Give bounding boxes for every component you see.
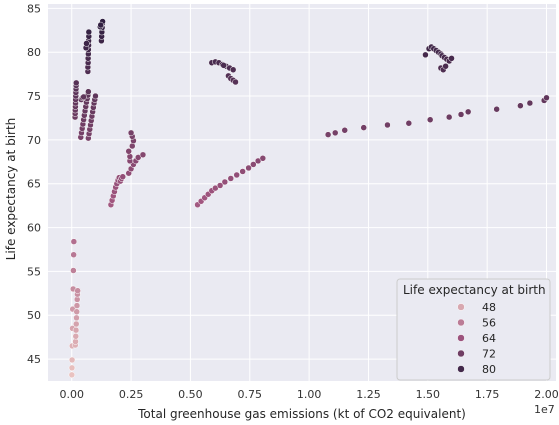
y-tick-label: 45 <box>27 353 41 366</box>
data-point <box>85 88 92 95</box>
legend-marker <box>457 349 465 358</box>
x-tick-label: 1.50 <box>416 388 441 401</box>
y-tick-label: 65 <box>27 178 41 191</box>
data-point <box>73 314 80 322</box>
x-tick-label: 0.25 <box>119 388 144 401</box>
data-point <box>341 127 348 134</box>
legend-marker <box>457 303 465 311</box>
data-point <box>331 129 339 137</box>
legend: Life expectancy at birth 48 56 64 72 80 <box>396 278 551 381</box>
data-point <box>227 175 235 182</box>
data-point <box>139 151 147 159</box>
data-point <box>543 94 550 102</box>
x-tick-label: 0.75 <box>238 388 263 401</box>
y-axis-label: Life expectancy at birth <box>4 118 18 261</box>
data-point <box>232 78 239 86</box>
data-point <box>83 40 90 47</box>
legend-entry: 80 <box>457 363 496 376</box>
data-point <box>129 142 136 150</box>
data-point <box>422 51 429 59</box>
data-point <box>73 308 80 315</box>
data-point <box>97 21 104 29</box>
data-point <box>92 92 99 100</box>
data-point <box>72 320 80 328</box>
data-point <box>239 168 246 175</box>
legend-marker <box>457 318 465 327</box>
data-point <box>74 287 81 294</box>
data-point <box>324 131 332 138</box>
data-point <box>464 108 472 116</box>
x-tick-label: 1.00 <box>297 388 322 401</box>
legend-marker <box>457 334 465 342</box>
data-point <box>448 55 455 62</box>
x-tick-label: 0.50 <box>178 388 203 401</box>
legend-box <box>396 278 551 381</box>
data-point <box>426 116 434 123</box>
data-point <box>73 302 81 309</box>
y-tick-label: 60 <box>27 222 41 235</box>
legend-label: 56 <box>482 317 496 330</box>
data-point <box>72 326 80 334</box>
legend-entry: 48 <box>457 301 496 314</box>
legend-title: Life expectancy at birth <box>403 283 546 297</box>
legend-entry: 64 <box>457 332 496 345</box>
legend-marker <box>457 365 465 373</box>
data-points <box>68 18 550 379</box>
x-tick-label: 1.25 <box>356 388 381 401</box>
data-point <box>445 113 453 121</box>
x-tick-label: 1.75 <box>475 388 500 401</box>
data-point <box>457 111 465 118</box>
y-tick-labels: 45 50 55 60 65 70 75 80 85 <box>27 2 41 366</box>
data-point <box>221 178 229 186</box>
data-point <box>68 364 76 372</box>
x-tick-label: 2.00 <box>534 388 559 401</box>
y-tick-label: 70 <box>27 134 41 147</box>
data-point <box>360 124 367 131</box>
data-point <box>70 251 77 258</box>
legend-label: 72 <box>482 348 496 361</box>
data-point <box>493 105 500 113</box>
x-tick-labels: 0.00 0.25 0.50 0.75 1.00 1.25 1.50 1.75 2.00 <box>59 388 558 401</box>
data-point <box>517 102 524 109</box>
data-point <box>127 129 135 137</box>
data-point <box>233 171 240 179</box>
data-point <box>245 164 252 172</box>
data-point <box>72 79 80 87</box>
y-tick-label: 75 <box>27 90 41 103</box>
legend-entries: 48 56 64 72 80 <box>457 301 496 376</box>
data-point <box>68 356 76 364</box>
legend-entry: 72 <box>457 348 496 361</box>
y-tick-label: 55 <box>27 265 41 278</box>
x-axis-label: Total greenhouse gas emissions (kt of CO… <box>137 407 466 421</box>
legend-label: 64 <box>482 332 496 345</box>
data-point <box>85 28 93 36</box>
data-point <box>72 333 80 340</box>
data-point <box>216 182 224 189</box>
y-tick-label: 80 <box>27 46 41 59</box>
legend-entry: 56 <box>457 317 496 330</box>
data-point <box>442 62 449 70</box>
data-point <box>384 121 391 129</box>
legend-label: 48 <box>482 301 496 314</box>
data-point <box>70 267 77 274</box>
data-point <box>119 173 127 180</box>
data-point <box>526 99 534 107</box>
data-point <box>229 66 237 74</box>
data-point <box>405 119 413 127</box>
x-tick-label: 0.00 <box>59 388 84 401</box>
data-point <box>125 148 132 155</box>
y-tick-label: 85 <box>27 2 41 15</box>
data-point <box>70 238 78 245</box>
y-tick-label: 50 <box>27 309 41 322</box>
x-axis-offset-label: 1e7 <box>534 403 555 416</box>
data-point <box>220 62 227 69</box>
data-point <box>68 371 76 379</box>
data-point <box>80 93 87 101</box>
data-point <box>259 155 267 162</box>
legend-label: 80 <box>482 363 496 376</box>
data-point <box>250 161 257 168</box>
data-point <box>126 153 134 160</box>
